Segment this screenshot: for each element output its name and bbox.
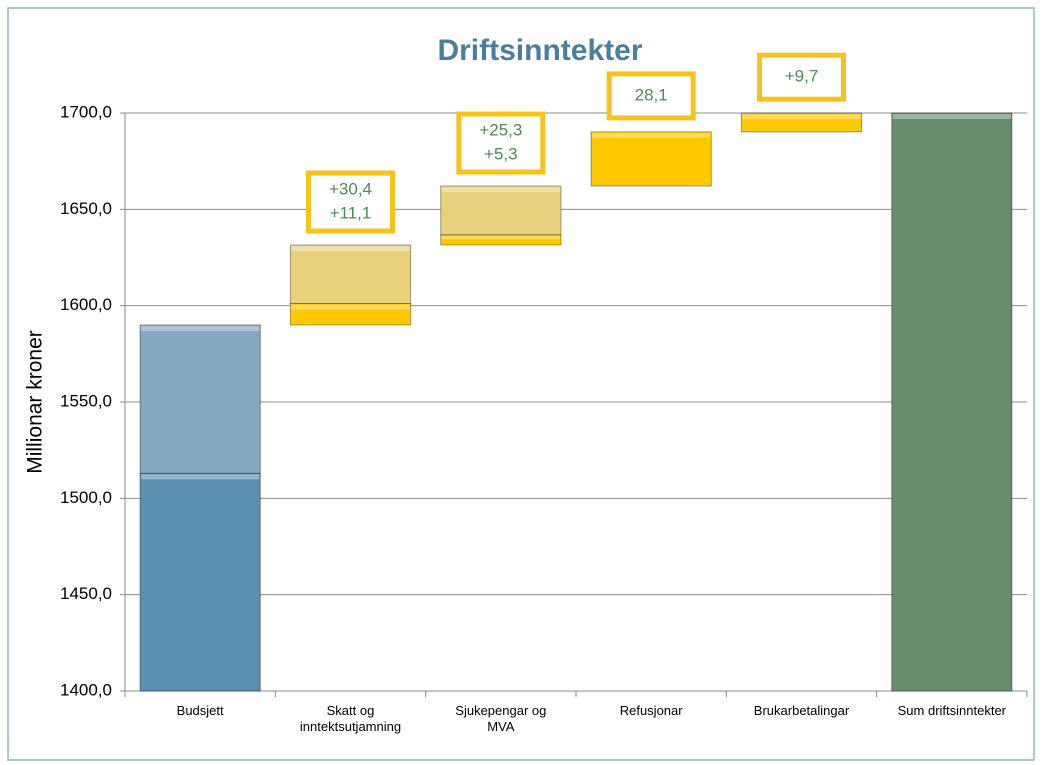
x-tick-label: Budsjett [176, 703, 224, 718]
x-tick-label: Brukarbetalingar [753, 703, 850, 718]
bar-highlight [441, 235, 560, 240]
bar-segment [139, 324, 261, 474]
x-tick-label: Sum driftsinntekter [897, 703, 1007, 718]
data-label: +30,4 [329, 179, 372, 198]
x-tick-label: Sjukepengar og MVA [455, 703, 547, 734]
bar-highlight [892, 114, 1011, 119]
x-tick-label: Refusjonar [619, 703, 683, 718]
y-tick-label: 1500,0 [60, 488, 112, 507]
data-label: 28,1 [635, 85, 668, 104]
bar-segment [139, 472, 261, 692]
data-label: +11,1 [330, 203, 372, 222]
bar-highlight [742, 114, 861, 120]
bar-segment [440, 234, 562, 246]
label-box [606, 71, 696, 121]
bar-segment [891, 112, 1013, 692]
data-label: +9,7 [785, 67, 819, 86]
bar-highlight [291, 304, 410, 310]
y-tick-label: 1400,0 [60, 680, 112, 699]
y-tick-label: 1600,0 [60, 295, 112, 314]
y-axis-label: Millionar kroner [24, 330, 47, 474]
y-tick-label: 1550,0 [60, 391, 112, 410]
data-label: +5,3 [484, 145, 518, 164]
label-box [757, 52, 846, 102]
bar-highlight [141, 325, 260, 331]
bar-segment [590, 131, 712, 187]
bar-highlight [441, 187, 560, 193]
x-tick-label: Skatt og inntektsutjamning [299, 703, 402, 734]
bar-highlight [291, 245, 410, 251]
bar-highlight [141, 474, 260, 480]
label-box [306, 170, 395, 234]
chart-title: Driftsinntekter [437, 34, 642, 67]
bar-segment [740, 112, 863, 133]
bar-segment [289, 244, 412, 305]
y-tick-label: 1650,0 [60, 199, 112, 218]
label-box [456, 111, 546, 175]
y-tick-label: 1700,0 [60, 102, 112, 121]
bar-highlight [592, 132, 711, 138]
y-tick-label: 1450,0 [60, 584, 112, 603]
data-label: +25,3 [479, 121, 522, 140]
bar-segment [440, 185, 562, 236]
